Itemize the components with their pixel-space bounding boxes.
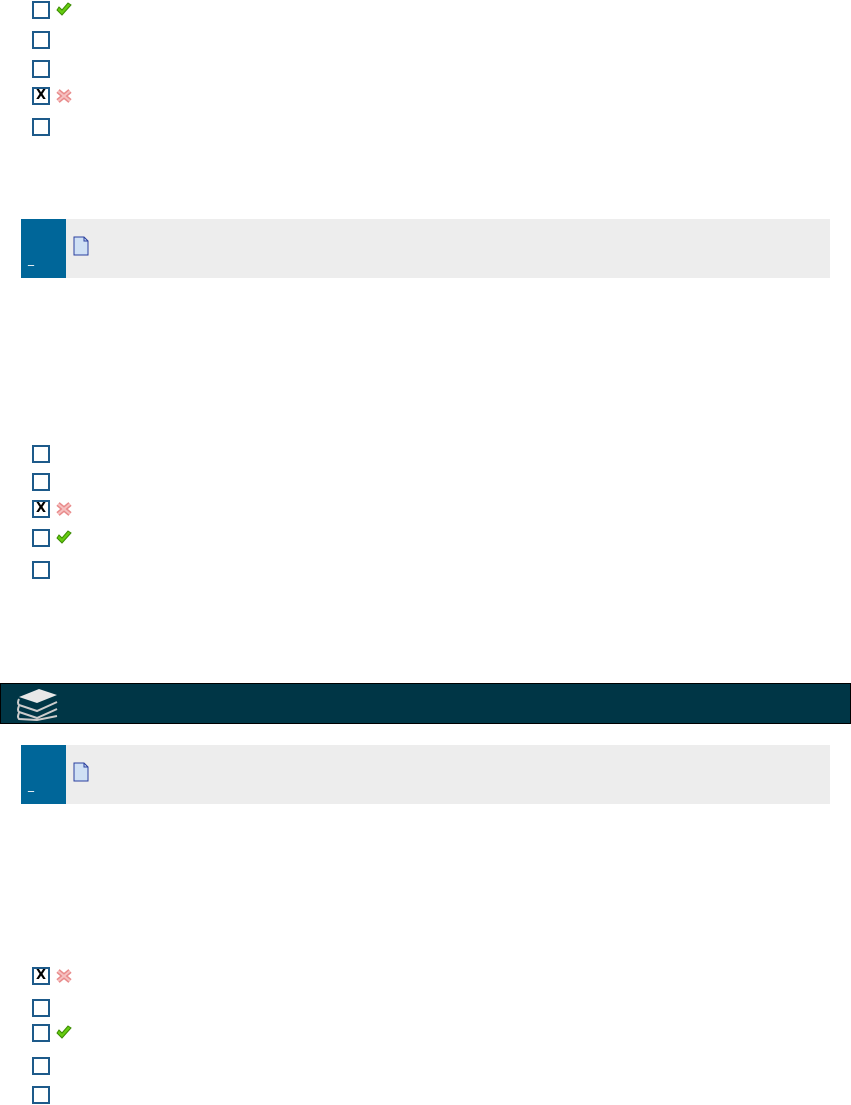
question-number: _: [21, 219, 66, 278]
cross-icon: [55, 501, 73, 517]
answer-checkbox[interactable]: [32, 473, 50, 491]
answer-checkbox[interactable]: [32, 1024, 50, 1042]
answer-checkbox[interactable]: [32, 561, 50, 579]
answer-checkbox[interactable]: X: [32, 500, 50, 518]
answer-checkbox[interactable]: [32, 118, 50, 136]
answer-checkbox[interactable]: X: [32, 967, 50, 985]
document-icon: [73, 762, 89, 782]
check-icon: [55, 1025, 73, 1041]
answer-checkbox[interactable]: [32, 1086, 50, 1104]
check-icon: [55, 2, 73, 18]
cross-icon: [55, 968, 73, 984]
answer-checkbox[interactable]: X: [32, 87, 50, 105]
answer-checkbox[interactable]: [32, 445, 50, 463]
document-icon: [73, 236, 89, 256]
answer-checkbox[interactable]: [32, 1057, 50, 1075]
answer-checkbox[interactable]: [32, 1, 50, 19]
answer-checkbox[interactable]: [32, 529, 50, 547]
question-header: _: [21, 219, 830, 278]
section-header-bar: [0, 683, 851, 724]
cross-icon: [55, 88, 73, 104]
answer-checkbox[interactable]: [32, 999, 50, 1017]
answer-checkbox[interactable]: [32, 60, 50, 78]
question-number: _: [21, 745, 66, 804]
answer-checkbox[interactable]: [32, 31, 50, 49]
books-stack-icon: [17, 689, 58, 721]
question-header: _: [21, 745, 830, 804]
check-icon: [55, 530, 73, 546]
